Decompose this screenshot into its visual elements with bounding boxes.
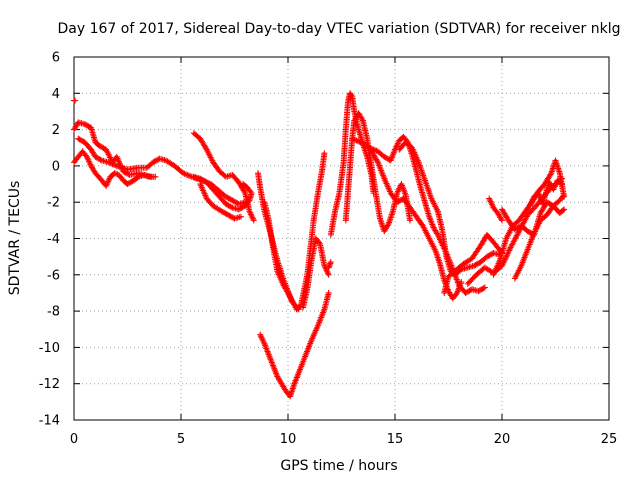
data-point — [352, 136, 359, 143]
data-point — [72, 97, 79, 104]
y-tick-label: 0 — [52, 159, 60, 174]
data-point — [557, 180, 564, 187]
data-point — [97, 156, 104, 163]
data-point — [109, 161, 116, 168]
data-point — [241, 188, 248, 195]
y-tick-label: -12 — [39, 377, 60, 392]
x-tick-labels: 0 5 10 15 20 25 — [70, 432, 617, 447]
y-tick-label: 4 — [52, 87, 60, 102]
data-point — [353, 137, 360, 144]
data-point — [558, 181, 565, 188]
data-track — [75, 135, 249, 208]
x-tick-label: 15 — [387, 432, 404, 447]
data-point — [561, 191, 568, 198]
data-point — [110, 161, 117, 168]
data-point — [349, 135, 356, 142]
y-tick-label: -10 — [39, 341, 60, 356]
data-track — [197, 181, 244, 222]
data-point — [250, 217, 257, 224]
data-point — [499, 217, 505, 224]
data-point — [294, 305, 301, 312]
x-tick-label: 0 — [70, 432, 78, 447]
data-point — [325, 289, 332, 296]
data-track — [362, 141, 465, 302]
data-point — [480, 285, 487, 292]
y-tick-label: -2 — [47, 196, 60, 211]
data-point — [559, 193, 566, 200]
y-tick-label: -6 — [47, 268, 60, 283]
data-point — [187, 173, 194, 180]
data-point — [325, 271, 332, 278]
data-point — [481, 284, 488, 291]
data-point — [106, 159, 113, 166]
data-point — [348, 92, 355, 99]
data-track — [511, 191, 568, 282]
x-tick-label: 25 — [601, 432, 618, 447]
data-point — [458, 279, 465, 286]
x-tick-label: 10 — [280, 432, 297, 447]
data-point — [374, 157, 381, 164]
y-tick-label: 2 — [52, 123, 60, 138]
data-point — [148, 173, 155, 180]
data-track — [325, 259, 334, 271]
data-point — [112, 162, 119, 169]
data-point — [228, 203, 235, 210]
chart-title: Day 167 of 2017, Sidereal Day-to-day VTE… — [58, 21, 621, 37]
data-point — [237, 213, 244, 220]
x-tick-label: 20 — [494, 432, 511, 447]
data-track — [261, 199, 302, 313]
x-axis-label: GPS time / hours — [280, 458, 397, 474]
data-series-sdtvar — [71, 90, 568, 400]
grid-lines — [74, 57, 609, 420]
data-track — [257, 289, 332, 400]
data-point — [181, 170, 188, 177]
y-tick-label: 6 — [52, 51, 60, 66]
data-point — [350, 136, 357, 143]
x-tick-label: 5 — [177, 432, 185, 447]
data-point — [406, 217, 413, 224]
data-point — [354, 138, 361, 145]
axis-ticks — [73, 56, 610, 421]
y-tick-labels: -14 -12 -10 -8 -6 -4 -2 0 2 4 6 — [39, 51, 60, 429]
y-tick-label: -14 — [39, 414, 60, 429]
data-point — [561, 206, 568, 213]
data-track — [486, 195, 505, 224]
data-track — [190, 130, 257, 224]
data-point — [105, 159, 112, 166]
data-track — [71, 148, 155, 189]
data-point — [180, 170, 187, 177]
data-track — [396, 139, 503, 278]
data-point — [295, 306, 302, 313]
y-tick-label: -8 — [47, 305, 60, 320]
y-tick-label: -4 — [47, 232, 60, 247]
data-point — [321, 150, 328, 157]
data-point — [316, 239, 323, 246]
data-track — [299, 235, 332, 311]
data-point — [113, 170, 120, 177]
data-track — [342, 110, 413, 235]
data-point — [111, 170, 118, 177]
data-point — [327, 259, 334, 266]
data-track — [190, 173, 255, 213]
data-point — [134, 174, 141, 181]
data-track — [526, 177, 565, 209]
data-track — [71, 97, 79, 104]
data-track — [255, 150, 328, 313]
data-point — [185, 172, 192, 179]
data-point — [240, 181, 247, 188]
data-point — [182, 171, 189, 178]
data-point — [108, 160, 115, 167]
data-point — [559, 207, 566, 214]
y-axis-label: SDTVAR / TECUs — [7, 181, 23, 296]
data-point — [547, 171, 554, 178]
data-point — [184, 171, 191, 178]
data-point — [241, 181, 248, 188]
